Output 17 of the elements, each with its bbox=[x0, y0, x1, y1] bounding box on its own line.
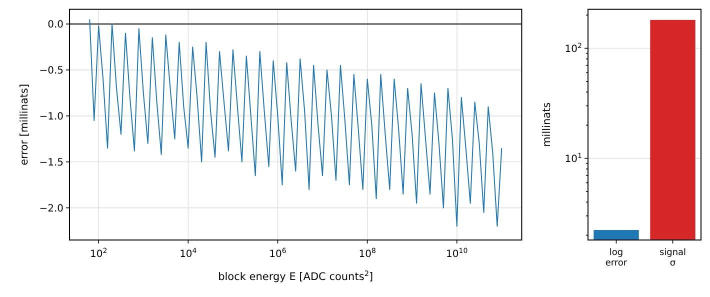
y-tick-label: −0.5 bbox=[39, 65, 64, 76]
x-tick-label: signal σ bbox=[659, 248, 686, 268]
y-tick-label: 0.0 bbox=[48, 20, 64, 31]
x-tick-label: log error bbox=[605, 248, 628, 268]
x-tick-label: 10$^{10}$ bbox=[446, 247, 468, 260]
x-tick-label: 10$^{6}$ bbox=[269, 247, 287, 260]
y-tick-label: 10$^{1}$ bbox=[564, 152, 582, 165]
line-series bbox=[89, 18, 502, 227]
y-axis-title: error [millinats] bbox=[18, 84, 30, 166]
y-tick-label: −2.0 bbox=[39, 203, 64, 214]
x-tick-label: 10$^{2}$ bbox=[90, 247, 108, 260]
x-tick-label: 10$^{4}$ bbox=[180, 247, 198, 260]
x-axis-title: block energy E [ADC counts$^{2}$] bbox=[218, 268, 374, 283]
y-tick-label: −1.5 bbox=[39, 157, 64, 168]
y-axis-title: millinats bbox=[541, 102, 553, 147]
x-tick-label: 10$^{8}$ bbox=[358, 247, 376, 260]
y-tick-label: −1.0 bbox=[39, 111, 64, 122]
